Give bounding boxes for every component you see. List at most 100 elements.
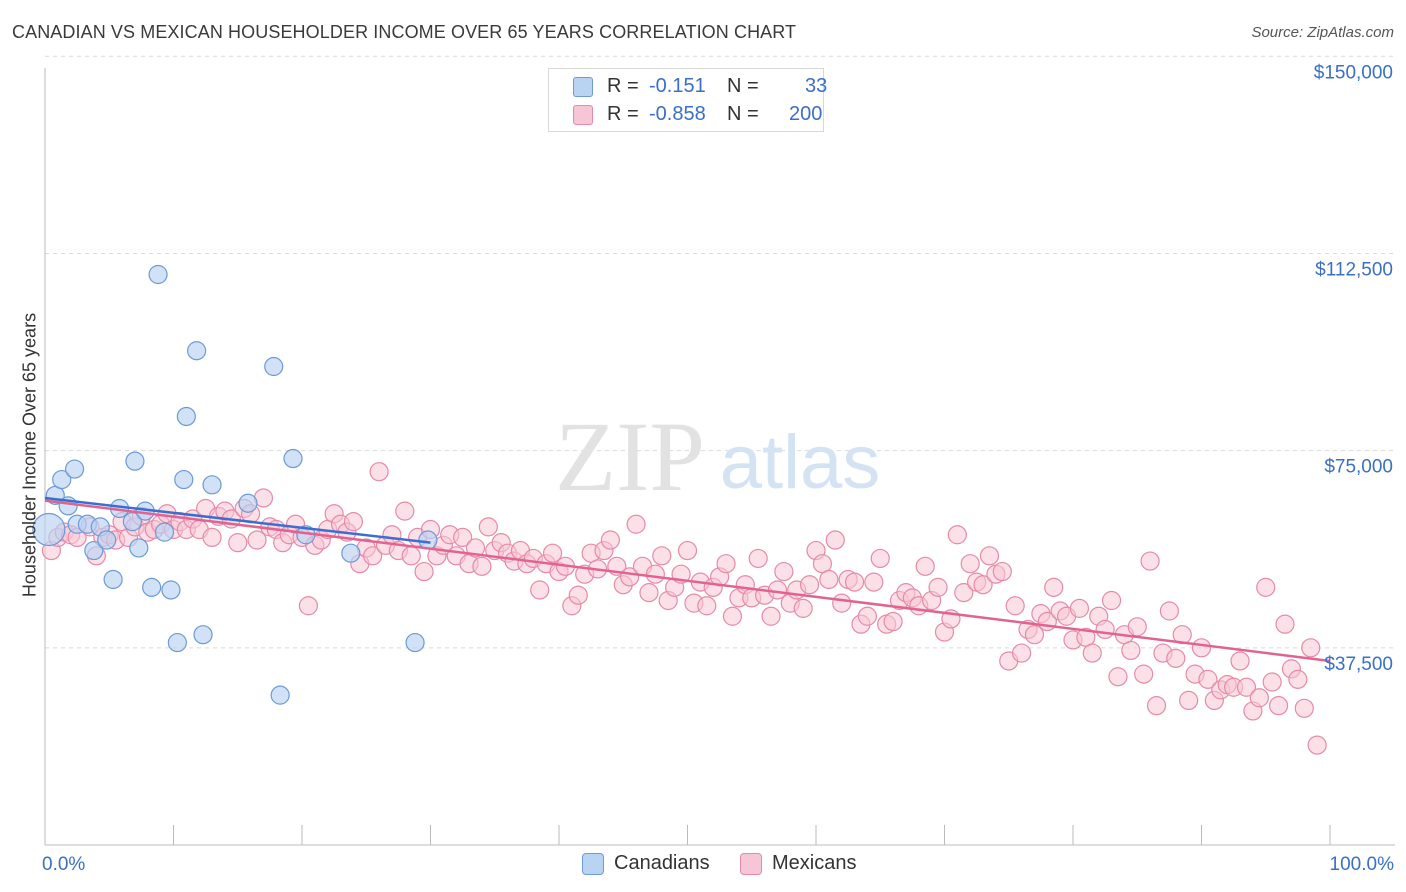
canadians-point: [418, 530, 438, 550]
mexicans-point: [472, 556, 492, 576]
mexicans-point: [298, 596, 319, 616]
legend-r-label: R =: [607, 75, 639, 97]
mexicans-point: [825, 530, 845, 550]
watermark-zip: ZIP: [555, 401, 705, 512]
canadians-point: [270, 685, 290, 705]
legend-swatch-canadians: [573, 77, 593, 97]
canadians-point: [129, 538, 149, 558]
mexicans-point: [1134, 664, 1154, 684]
canadians-point: [238, 493, 258, 513]
canadians-point: [52, 469, 72, 490]
y-tick-label-1: $75,000: [1324, 457, 1393, 478]
y-tick-label-3: $150,000: [1314, 62, 1393, 83]
mexicans-point: [1140, 551, 1160, 571]
mexicans-point: [478, 517, 498, 537]
mexicans-point: [697, 596, 717, 616]
canadians-trendline: [44, 496, 431, 544]
y-axis-label: Householder Income Over 65 years: [19, 312, 40, 598]
mexicans-point: [1301, 638, 1321, 658]
canadians-point: [154, 522, 175, 542]
mexicans-point: [947, 525, 967, 545]
mexicans-point: [401, 546, 421, 566]
mexicans-point: [414, 561, 434, 582]
mexicans-point: [1294, 698, 1314, 718]
canadians-point: [174, 469, 194, 490]
tick-labels: $37,500 $75,000 $112,500 $150,000 0.0% 100.0%: [42, 62, 1394, 875]
mexicans-point: [1198, 669, 1218, 689]
mexicans-point: [1005, 596, 1025, 616]
mexicans-point: [992, 561, 1012, 582]
mexicans-point: [979, 546, 1000, 566]
trendlines: [44, 496, 1331, 663]
legend-n-value: 200: [789, 103, 823, 125]
bottom-legend-canadians-label: Canadians: [614, 852, 710, 874]
mexicans-point: [369, 462, 389, 482]
canadians-point: [84, 540, 104, 561]
mexicans-point: [870, 548, 890, 569]
mexicans-point: [799, 575, 820, 595]
mexicans-point: [793, 598, 813, 618]
mexicans-point: [600, 530, 621, 550]
y-tick-label-0: $37,500: [1324, 654, 1393, 675]
mexicans-point: [1262, 672, 1282, 692]
mexicans-point: [247, 530, 267, 550]
mexicans-point: [1275, 614, 1295, 634]
mexicans-point: [1146, 696, 1167, 716]
canadians-point: [161, 580, 181, 600]
canadians-point: [264, 356, 284, 377]
canadians-point: [405, 632, 425, 653]
chart-source: Source: ZipAtlas.com: [1251, 24, 1394, 41]
mexicans-point: [1307, 735, 1327, 755]
mexicans-point: [954, 583, 974, 603]
mexicans-point: [1121, 640, 1141, 661]
mexicans-point: [1011, 643, 1032, 663]
x-tick-label-0: 0.0%: [42, 854, 85, 875]
mexicans-point: [1069, 598, 1090, 618]
bottom-swatch-canadians: [582, 853, 604, 875]
legend-r-value: -0.858: [649, 103, 706, 125]
mexicans-point: [883, 611, 903, 632]
legend-n-label: N =: [727, 103, 759, 125]
mexicans-point: [542, 543, 563, 563]
mexicans-point: [1166, 648, 1186, 668]
mexicans-point: [677, 540, 698, 561]
mexicans-point: [716, 554, 736, 574]
mexicans-point: [1179, 690, 1199, 711]
mexicans-point: [1159, 601, 1179, 621]
legend-n-label: N =: [727, 75, 759, 97]
mexicans-point: [639, 583, 659, 603]
mexicans-point: [465, 538, 486, 558]
mexicans-point: [928, 577, 948, 597]
canadians-point: [167, 632, 187, 653]
mexicans-point: [844, 572, 865, 592]
mexicans-point: [1108, 667, 1128, 687]
mexicans-point: [363, 546, 383, 566]
mexicans-point: [761, 606, 781, 626]
mexicans-point: [1044, 577, 1064, 597]
x-tick-label-1: 100.0%: [1330, 854, 1395, 875]
mexicans-point: [1288, 669, 1308, 689]
canadians-point: [64, 459, 85, 479]
canadians-point: [148, 264, 168, 285]
mexicans-point: [774, 561, 794, 582]
mexicans-point: [1024, 625, 1045, 645]
mexicans-point: [343, 512, 363, 532]
canadians-point: [142, 577, 162, 597]
canadians-point: [202, 475, 222, 495]
mexicans-point: [645, 564, 665, 584]
mexicans-point: [1127, 617, 1147, 637]
canadians-point: [341, 543, 361, 563]
mexicans-point: [395, 501, 415, 521]
canadians-point: [187, 341, 207, 361]
mexicans-point: [1268, 696, 1289, 716]
bottom-legend-mexicans-label: Mexicans: [772, 852, 857, 874]
mexicans-point: [748, 548, 768, 569]
mexicans-point: [1249, 688, 1269, 708]
canadians-points: [32, 264, 438, 705]
mexicans-point: [722, 606, 743, 626]
mexicans-point: [960, 554, 980, 574]
mexicans-point: [915, 556, 935, 576]
legend-r-value: -0.151: [649, 75, 706, 97]
mexicans-point: [832, 593, 852, 613]
canadians-point: [32, 512, 66, 547]
